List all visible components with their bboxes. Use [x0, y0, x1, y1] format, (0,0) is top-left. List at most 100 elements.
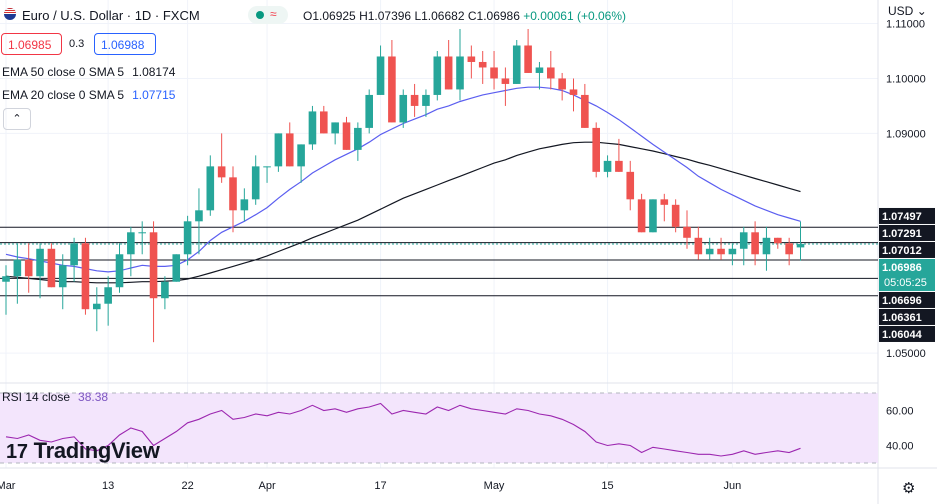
candle-body: [649, 199, 657, 233]
buy-button[interactable]: 1.06988: [94, 33, 156, 55]
candle: [138, 221, 146, 255]
live-dot-icon: [256, 11, 264, 19]
candle-body: [70, 243, 78, 266]
candle: [785, 237, 793, 266]
candle-body: [705, 248, 714, 255]
candle: [603, 155, 612, 178]
spread-value: 0.3: [69, 38, 85, 50]
candle: [796, 221, 805, 261]
candle: [81, 237, 90, 315]
candle: [274, 133, 283, 172]
price-tick-label: 1.10000: [886, 73, 926, 85]
candle: [751, 221, 759, 266]
time-tick-label: May: [484, 480, 505, 492]
candle-body: [444, 56, 453, 90]
candle-body: [342, 122, 351, 150]
candle: [581, 83, 589, 128]
ohlc-close: C1.06986: [467, 9, 520, 23]
candle: [615, 138, 623, 172]
candle-body: [47, 248, 56, 288]
candle-body: [127, 232, 135, 255]
ema20-legend[interactable]: EMA 20 close 0 SMA 5 1.07715: [2, 88, 175, 102]
price-label-box: [879, 241, 935, 258]
horizontal-levels: [0, 226, 878, 297]
price-label-box: [879, 224, 935, 241]
candle-body: [433, 56, 442, 95]
candle-body: [751, 232, 759, 255]
candle: [195, 188, 203, 255]
candle: [24, 243, 33, 293]
price-label-box: [879, 207, 935, 224]
candle: [501, 67, 510, 106]
currency-selector[interactable]: USD ⌄: [888, 4, 927, 18]
candle-body: [13, 259, 22, 277]
candle: [365, 89, 373, 134]
ema50-legend[interactable]: EMA 50 close 0 SMA 5 1.08174: [2, 65, 175, 79]
candle-body: [558, 78, 566, 90]
time-tick-label: 17: [374, 480, 386, 492]
price-tick-label: 1.09000: [886, 128, 926, 140]
candle: [13, 243, 22, 304]
rsi-legend[interactable]: RSI 14 close 38.38: [2, 390, 108, 404]
candle-body: [217, 166, 226, 178]
candle-body: [81, 243, 90, 310]
candle: [172, 254, 181, 282]
candle-body: [274, 133, 283, 167]
market-status-badge[interactable]: ≈: [248, 6, 288, 24]
candle: [285, 122, 294, 167]
candle: [183, 215, 192, 266]
gear-icon[interactable]: ⚙: [902, 480, 916, 497]
candle: [308, 105, 317, 150]
rsi-path: [5, 402, 801, 457]
candle: [47, 243, 56, 288]
candle-body: [93, 303, 101, 310]
candle: [478, 50, 487, 84]
candle-body: [785, 243, 793, 255]
candle-body: [138, 232, 146, 234]
candle: [342, 116, 351, 150]
candle: [626, 160, 635, 211]
candle: [229, 166, 237, 233]
time-tick-label: 15: [601, 480, 613, 492]
sell-button[interactable]: 1.06985: [1, 33, 62, 55]
candle-body: [762, 237, 771, 255]
chart-header: Euro / U.S. Dollar · 1D · FXCM ≈ O1.0692…: [0, 0, 700, 30]
candle-body: [774, 237, 782, 244]
candle: [524, 29, 532, 73]
symbol-title[interactable]: Euro / U.S. Dollar · 1D · FXCM: [22, 8, 200, 23]
candle-body: [796, 244, 805, 248]
rsi-band-fill: [0, 393, 878, 463]
candle: [297, 144, 305, 183]
candle: [331, 122, 339, 145]
tradingview-logo[interactable]: 17 TradingView: [6, 438, 160, 466]
candle: [717, 237, 725, 260]
candle: [774, 237, 782, 249]
candle-body: [36, 248, 44, 277]
candle-body: [501, 78, 510, 84]
candle: [36, 243, 44, 299]
price-label-text: 1.06361: [882, 312, 922, 324]
candle-body: [24, 259, 33, 277]
time-tick-label: 13: [102, 480, 114, 492]
candle-body: [467, 56, 476, 62]
ohlc-change: +0.00061 (+0.06%): [523, 9, 626, 23]
time-axis: Mar 13 22 Apr 17 May 15 Jun: [0, 480, 741, 492]
collapse-legend-button[interactable]: ⌃: [3, 108, 31, 130]
chevron-down-icon: ⌄: [916, 4, 927, 18]
price-label-box: [879, 308, 935, 325]
time-tick-label: 22: [181, 480, 193, 492]
candle-body: [615, 160, 623, 172]
candle: [422, 89, 430, 117]
price-label-text: 1.07291: [882, 228, 922, 240]
candle-body: [183, 221, 192, 255]
candle: [433, 50, 442, 101]
candle-body: [263, 166, 271, 168]
time-tick-label: Mar: [0, 480, 16, 492]
ohlc-high: H1.07396: [359, 9, 412, 23]
ohlc-open: O1.06925: [303, 9, 356, 23]
candle: [592, 122, 600, 178]
candle-body: [671, 204, 680, 227]
candle-body: [739, 232, 748, 249]
candles: [2, 29, 805, 343]
